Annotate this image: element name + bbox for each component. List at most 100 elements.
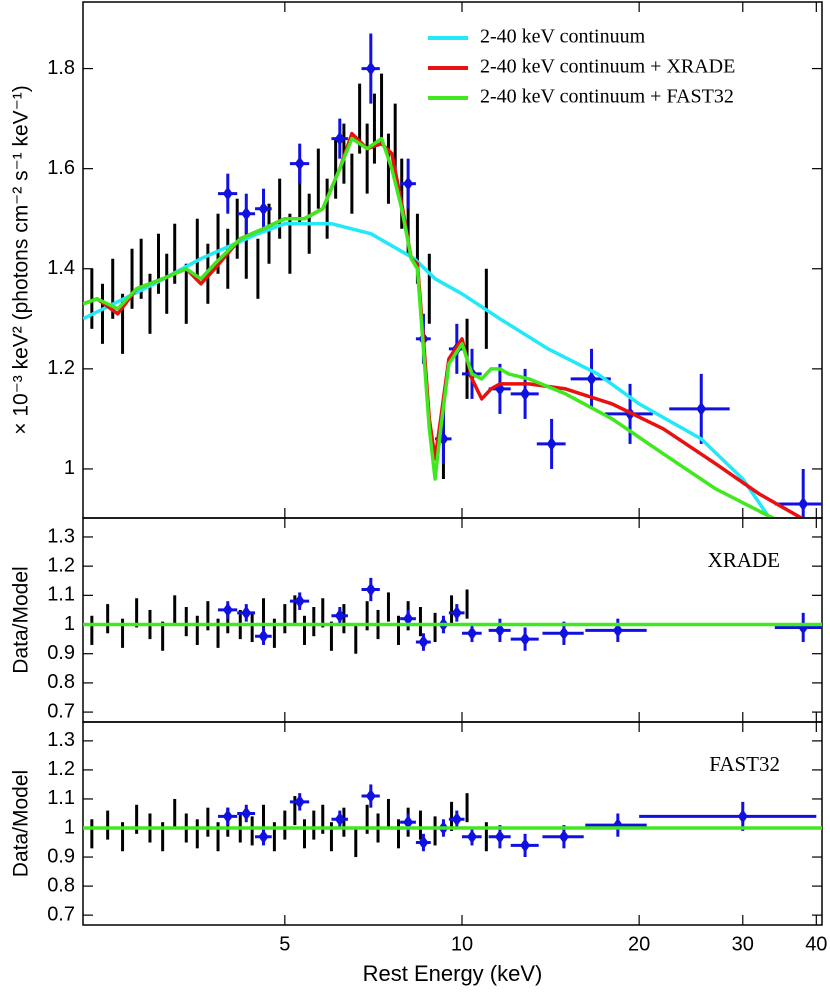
x-tick-label: 40 [805,933,827,955]
y-tick-label: 0.9 [47,642,75,664]
marker [558,829,569,844]
marker [586,371,597,386]
data-point [331,118,348,159]
x-tick-label: 10 [451,933,473,955]
marker [737,809,748,824]
plot-body [83,577,822,654]
marker [258,829,269,844]
data-point [331,607,348,625]
y-tick-label: 1.2 [47,357,75,379]
marker [403,815,414,830]
plot-body [83,33,822,518]
marker [418,835,429,850]
data-point [255,828,272,846]
data-point [510,833,539,858]
marker [467,626,478,641]
marker [294,156,305,171]
marker [365,789,376,804]
marker [696,401,707,416]
y-tick-label: 1.6 [47,157,75,179]
data-point [400,813,416,831]
data-point [218,601,238,619]
data-point [461,828,482,846]
marker [365,582,376,597]
data-point [415,633,431,651]
y-tick-label: 1.3 [47,729,75,751]
panel-annotation: XRADE [708,548,780,572]
data-point [255,188,272,229]
data-point [461,624,482,643]
data-point [237,193,256,234]
y-axis-label: Data/Model [10,566,33,673]
data-point [361,33,380,104]
data-point [536,418,566,469]
plot-frame [82,1,823,519]
data-point [448,604,465,622]
marker [334,812,345,827]
legend: 2-40 keV continuum 2-40 keV continuum + X… [428,26,735,108]
data-point [585,618,647,643]
y-tick-label: 1 [64,816,75,838]
marker [222,186,233,201]
marker [798,496,809,511]
model-line [83,136,776,518]
marker [294,794,305,809]
panel: 1 1.2 1.4 1.6 1.8 × 10⁻³ keV² (photons cm⁻² s… [10,1,823,519]
data-point [237,604,256,622]
marker [418,635,429,650]
y-tick-label: 1.4 [47,257,75,279]
x-tick-label: 30 [732,933,754,955]
panel-annotation: FAST32 [709,752,780,776]
marker [520,838,531,853]
marker [546,436,557,451]
marker [612,623,623,638]
data-point [400,158,416,209]
marker [798,620,809,635]
data-point [289,592,310,610]
y-tick-label: 1.2 [47,758,75,780]
marker [241,206,252,221]
y-tick-label: 0.9 [47,845,75,867]
data-point [331,810,348,829]
marker [241,806,252,821]
marker [558,626,569,641]
data-point [289,793,310,811]
y-tick-label: 1.2 [47,554,75,576]
y-tick-label: 1 [64,457,75,479]
data-point [488,618,511,643]
data-point [639,801,817,831]
marker [403,176,414,191]
legend-label: 2-40 keV continuum [480,26,646,48]
data-point [237,804,256,823]
y-tick-label: 1 [64,613,75,635]
legend-label: 2-40 keV continuum + XRADE [480,56,735,78]
data-point [289,143,310,184]
marker [294,594,305,609]
marker [222,809,233,824]
marker [365,61,376,76]
x-tick-label: 20 [628,933,650,955]
y-tick-label: 1.1 [47,584,75,606]
marker [467,829,478,844]
data-point [510,627,539,651]
marker [403,611,414,626]
x-axis-label: Rest Energy (keV) [363,961,543,986]
marker [451,812,462,827]
marker [334,608,345,623]
y-axis-label: Data/Model [10,770,33,877]
marker [451,605,462,620]
data-point [448,810,465,829]
marker [520,632,531,647]
marker [258,629,269,644]
data-point [361,577,380,602]
data-point [415,833,431,852]
y-tick-label: 0.7 [47,700,75,722]
y-tick-label: 1.1 [47,787,75,809]
data-point [218,173,238,214]
marker [612,818,623,833]
panel: 0.7 0.8 0.9 1 1.1 1.2 1.3 5 10 20 30 40 Rest Energy … [10,721,827,986]
data-point [361,784,380,808]
x-tick-label: 5 [279,933,290,955]
plot-frame [82,721,823,926]
marker [241,605,252,620]
